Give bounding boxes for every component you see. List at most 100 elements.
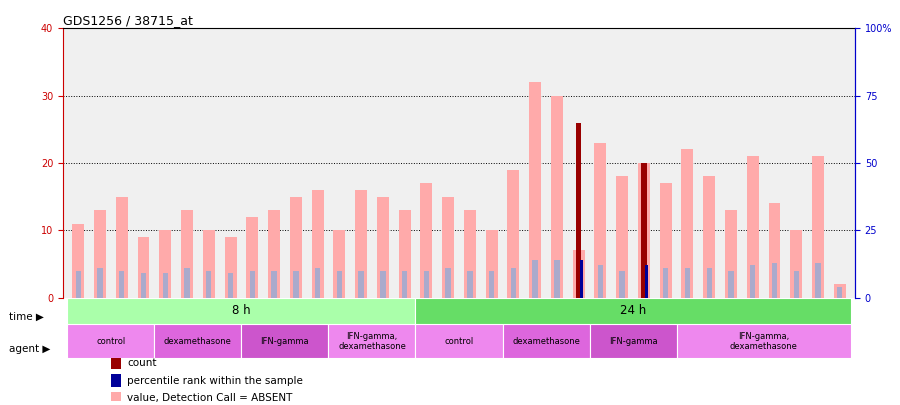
Bar — [833, 284, 846, 298]
Bar — [554, 260, 560, 298]
Bar — [641, 265, 647, 298]
Text: time ▶: time ▶ — [9, 312, 44, 322]
Bar — [290, 196, 302, 298]
Bar — [502, 324, 590, 358]
Bar — [703, 177, 716, 298]
Bar — [225, 237, 237, 298]
Bar — [790, 230, 802, 298]
Bar — [155, 324, 241, 358]
Bar — [402, 271, 408, 298]
Bar — [486, 230, 498, 298]
Bar — [111, 374, 121, 387]
Text: IFN-gamma: IFN-gamma — [608, 337, 657, 346]
Bar — [97, 268, 103, 298]
Bar — [356, 190, 367, 298]
Bar — [467, 271, 472, 298]
Bar — [677, 324, 850, 358]
Bar — [206, 271, 211, 298]
Bar — [660, 183, 671, 298]
Bar — [750, 265, 755, 298]
Bar — [641, 163, 647, 298]
Bar — [111, 392, 121, 405]
Bar — [663, 268, 669, 298]
Bar — [271, 271, 277, 298]
Bar — [442, 196, 454, 298]
Bar — [72, 224, 85, 298]
Bar — [529, 82, 541, 298]
Bar — [725, 210, 737, 298]
Bar — [68, 324, 155, 358]
Bar — [247, 217, 258, 298]
Bar — [228, 273, 233, 298]
Text: control: control — [445, 337, 473, 346]
Text: 8 h: 8 h — [232, 305, 251, 318]
Bar — [533, 260, 538, 298]
Bar — [572, 250, 585, 298]
Bar — [293, 271, 299, 298]
Bar — [163, 273, 168, 298]
Bar — [181, 210, 193, 298]
Text: value, Detection Call = ABSENT: value, Detection Call = ABSENT — [127, 393, 292, 403]
Bar — [590, 324, 677, 358]
Bar — [638, 163, 650, 298]
Bar — [769, 203, 780, 298]
Bar — [358, 271, 364, 298]
Bar — [315, 268, 320, 298]
Bar — [424, 271, 429, 298]
Text: 24 h: 24 h — [620, 305, 646, 318]
Bar — [377, 196, 389, 298]
Bar — [241, 324, 328, 358]
Text: IFN-gamma: IFN-gamma — [261, 337, 310, 346]
Bar — [337, 271, 342, 298]
Text: control: control — [96, 337, 125, 346]
Bar — [685, 268, 690, 298]
Text: agent ▶: agent ▶ — [9, 344, 50, 354]
Bar — [747, 156, 759, 298]
Bar — [380, 271, 385, 298]
Bar — [446, 268, 451, 298]
Bar — [140, 273, 146, 298]
Bar — [399, 210, 410, 298]
Bar — [464, 210, 476, 298]
Bar — [333, 230, 346, 298]
Text: dexamethasone: dexamethasone — [512, 337, 580, 346]
Bar — [94, 210, 106, 298]
Bar — [706, 268, 712, 298]
Text: IFN-gamma,
dexamethasone: IFN-gamma, dexamethasone — [730, 332, 797, 351]
Bar — [489, 271, 494, 298]
Bar — [76, 271, 81, 298]
Text: count: count — [127, 358, 157, 368]
Bar — [184, 268, 190, 298]
Text: percentile rank within the sample: percentile rank within the sample — [127, 375, 303, 386]
Bar — [616, 177, 628, 298]
Bar — [202, 230, 215, 298]
Text: dexamethasone: dexamethasone — [164, 337, 232, 346]
Text: IFN-gamma,
dexamethasone: IFN-gamma, dexamethasone — [338, 332, 406, 351]
Bar — [416, 324, 502, 358]
Bar — [551, 96, 562, 298]
Bar — [645, 265, 648, 298]
Bar — [116, 196, 128, 298]
Bar — [681, 149, 693, 298]
Bar — [598, 265, 603, 298]
Bar — [510, 268, 516, 298]
Bar — [815, 262, 821, 298]
Bar — [119, 271, 124, 298]
Bar — [594, 143, 607, 298]
Bar — [837, 287, 842, 298]
Bar — [159, 230, 171, 298]
Bar — [268, 210, 280, 298]
Bar — [508, 170, 519, 298]
Bar — [576, 123, 581, 298]
Bar — [728, 271, 733, 298]
Bar — [249, 271, 255, 298]
Bar — [311, 190, 324, 298]
Bar — [772, 262, 778, 298]
Bar — [138, 237, 149, 298]
Bar — [68, 298, 416, 324]
Bar — [420, 183, 432, 298]
Text: GDS1256 / 38715_at: GDS1256 / 38715_at — [63, 14, 193, 27]
Bar — [619, 271, 625, 298]
Bar — [416, 298, 850, 324]
Bar — [794, 271, 799, 298]
